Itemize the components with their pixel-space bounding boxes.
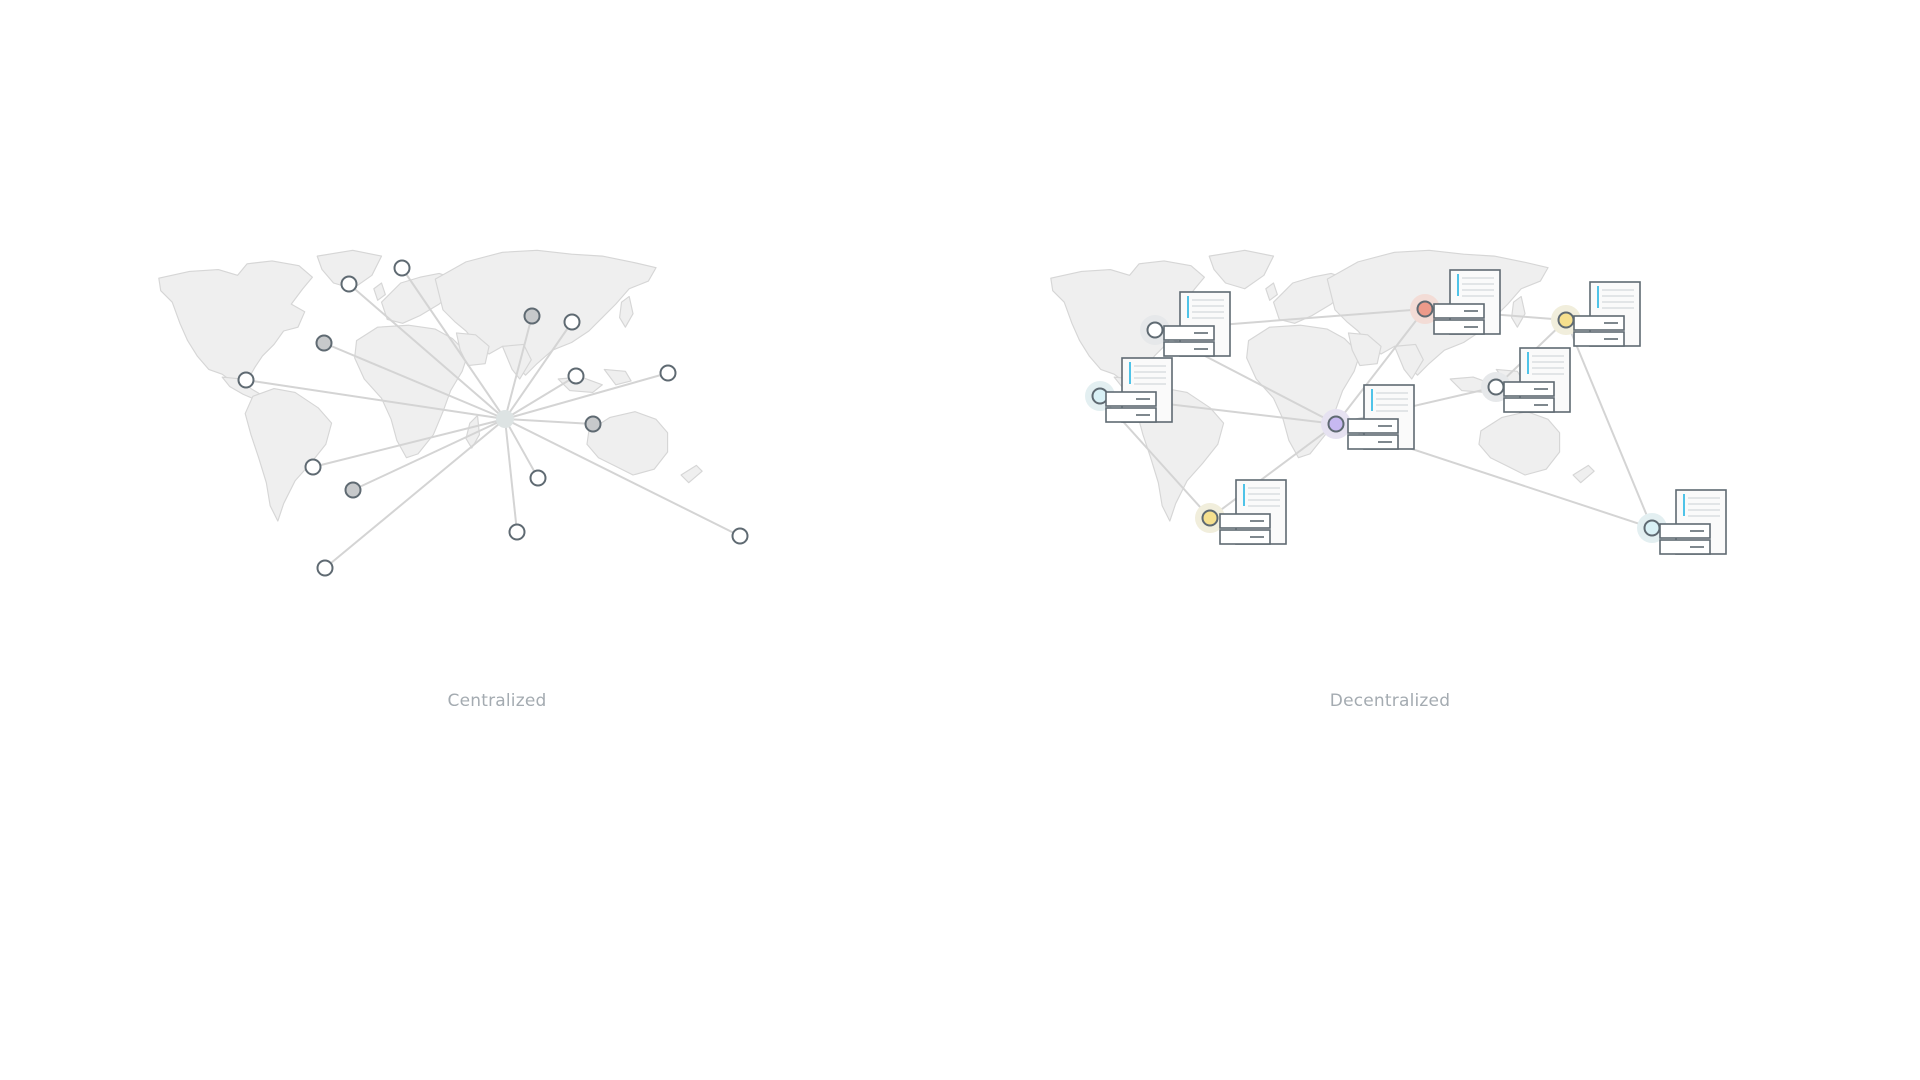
server-node [1551, 281, 1641, 347]
node-circle-icon [1146, 321, 1164, 339]
server-node [1140, 291, 1231, 357]
centralized-map [158, 249, 749, 577]
map-pin-circle-icon [563, 313, 581, 331]
server-rack-icon [1573, 281, 1641, 347]
server-node [1085, 357, 1173, 423]
centralized-links [245, 267, 741, 569]
caption-centralized: Centralized [447, 691, 547, 711]
map-pin-circle-icon [659, 364, 677, 382]
server-node [1481, 347, 1571, 413]
map-pin-circle-icon [529, 469, 547, 487]
map-pin-circle-icon [316, 559, 334, 577]
map-pin-circle-icon [731, 527, 749, 545]
server-node [1637, 489, 1727, 555]
map-pin-circle-icon [393, 259, 411, 277]
map-pin-circle-icon [523, 307, 541, 325]
map-pin-circle-icon [584, 415, 602, 433]
server-rack-icon [1659, 489, 1727, 555]
map-pin-circle-icon [237, 371, 255, 389]
map-pin-circle-icon [315, 334, 333, 352]
map-pin-circle-icon [340, 275, 358, 293]
server-node [1410, 269, 1501, 335]
map-pin-circle-icon [344, 481, 362, 499]
server-rack-icon [1219, 479, 1287, 545]
node-circle-icon [1643, 519, 1661, 537]
server-rack-icon [1503, 347, 1571, 413]
server-node [1195, 479, 1287, 545]
centralized-nodes [237, 259, 749, 577]
server-rack-icon [1163, 291, 1231, 357]
server-node [1321, 384, 1415, 450]
map-pin-circle-icon [304, 458, 322, 476]
node-circle-icon [1557, 311, 1575, 329]
map-pin-circle-icon [567, 367, 585, 385]
node-circle-icon [1327, 415, 1345, 433]
server-rack-icon [1433, 269, 1501, 335]
server-rack-icon [1347, 384, 1415, 450]
caption-decentralized: Decentralized [1329, 691, 1451, 711]
node-circle-icon [1201, 509, 1219, 527]
node-circle-icon [1487, 378, 1505, 396]
map-pin-circle-icon [508, 523, 526, 541]
decentralized-map [1050, 249, 1727, 555]
central-hub [496, 410, 514, 428]
node-circle-icon [1416, 300, 1434, 318]
server-rack-icon [1105, 357, 1173, 423]
